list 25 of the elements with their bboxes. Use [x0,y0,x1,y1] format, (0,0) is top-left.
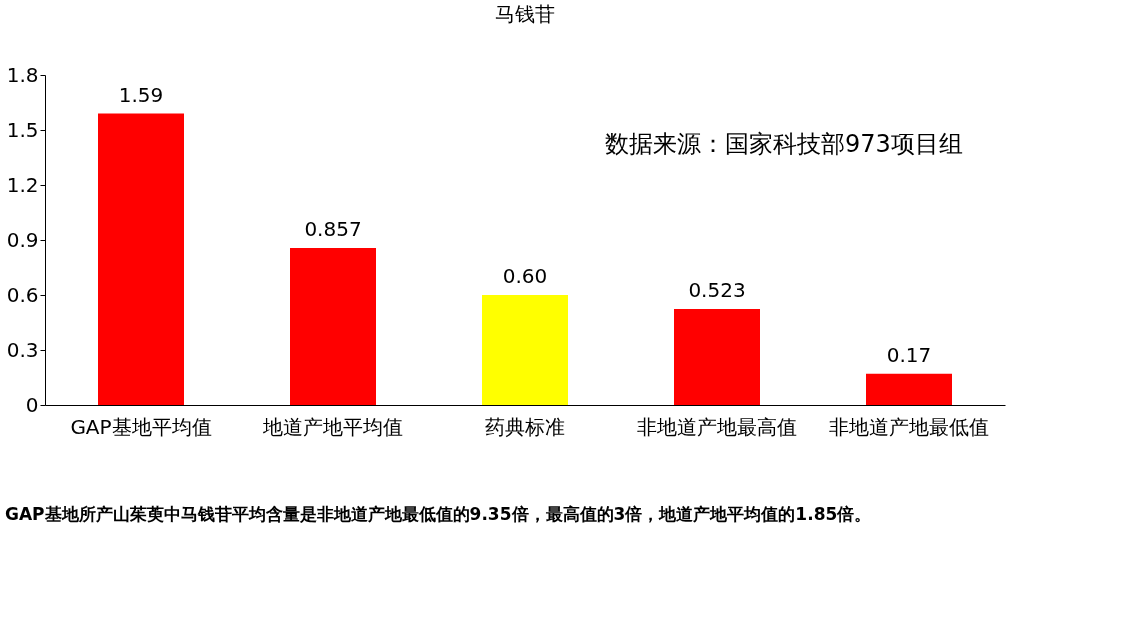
data-label: 1.59 [118,82,164,107]
x-tick-label: GAP基地平均值 [70,414,212,439]
y-tick-label: 1.2 [6,172,39,197]
annotation: 数据来源：国家科技部973项目组 [605,130,963,158]
bar [482,295,568,405]
y-tick-label: 1.5 [6,117,39,142]
data-label: 0.17 [886,342,932,367]
y-tick-label: 0.3 [6,337,39,362]
y-tick-label: 0 [25,392,39,417]
x-tick-label: 非地道产地最高值 [637,414,797,439]
y-tick-label: 1.8 [6,62,39,87]
chart-title: 马钱苷 [495,2,555,26]
bar [674,309,760,405]
bar [290,247,376,405]
y-tick-label: 0.6 [6,282,39,307]
y-tick-label: 0.9 [6,227,39,252]
x-tick-label: 药典标准 [485,414,565,439]
bar [98,113,184,405]
data-label: 0.523 [688,278,746,303]
data-label: 0.60 [502,264,548,288]
x-tick-label: 地道产地平均值 [262,414,403,439]
text: GAP基地所产山茱萸中马钱苷平均含量是非地道产地最低值的9.35倍，最高值的3倍，地道产地平均值的1.85倍。 [5,504,872,524]
x-tick-label: 非地道产地最低值 [829,414,989,439]
data-label: 0.857 [304,216,362,241]
bar [866,373,952,405]
